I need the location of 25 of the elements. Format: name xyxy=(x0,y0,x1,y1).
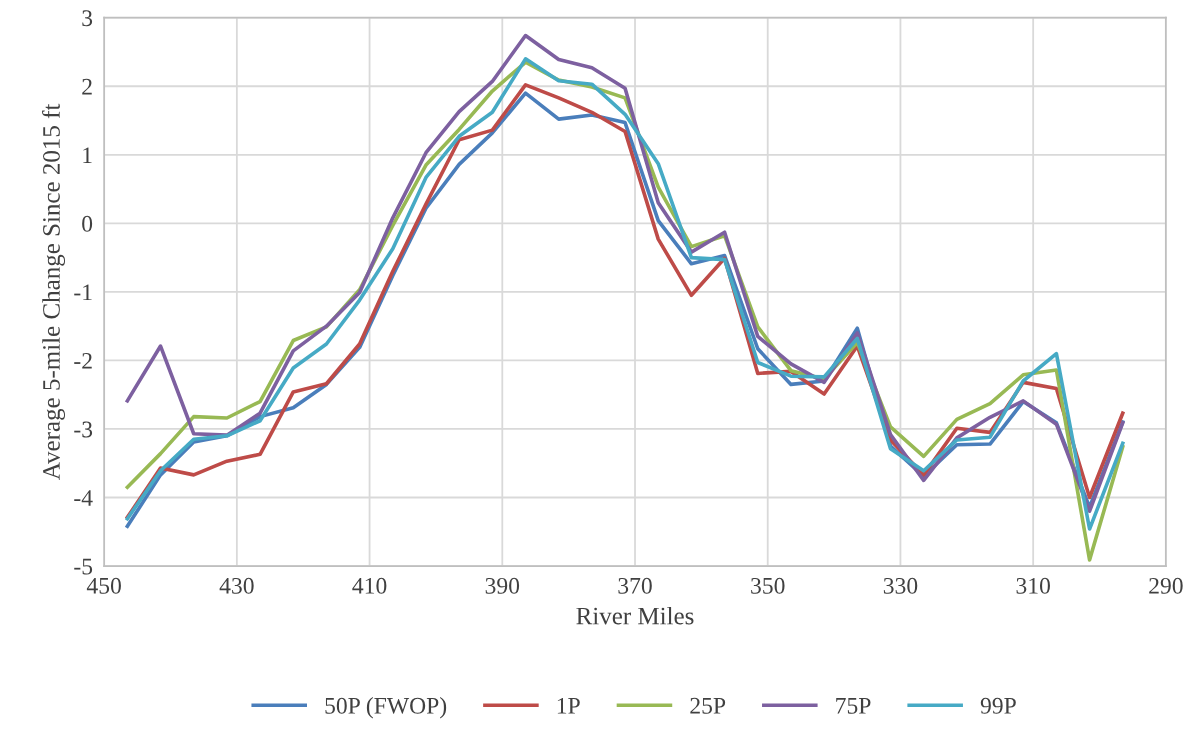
legend-label: 50P (FWOP) xyxy=(325,697,447,719)
y-tick-label: -1 xyxy=(74,284,92,301)
x-axis-title: River Miles xyxy=(576,606,694,625)
x-tick-label: 310 xyxy=(1016,577,1050,594)
x-tick-label: 390 xyxy=(485,577,520,594)
y-tick-label: -4 xyxy=(74,490,93,506)
y-axis-title: Average 5-mile Change Since 2015 ft xyxy=(42,103,66,480)
y-tick-label: 1 xyxy=(83,147,92,163)
x-tick-label: 450 xyxy=(86,577,121,594)
y-tick-label: -2 xyxy=(74,352,92,369)
y-tick-label: -5 xyxy=(74,558,93,575)
y-tick-label: 2 xyxy=(82,78,92,95)
legend-label: 1P xyxy=(557,697,580,714)
x-tick-label: 410 xyxy=(352,577,387,594)
x-tick-label: 330 xyxy=(883,577,918,594)
legend-label: 75P xyxy=(836,698,871,714)
legend-label: 25P xyxy=(690,697,726,714)
y-tick-label: 3 xyxy=(82,10,93,27)
y-tick-label: -3 xyxy=(74,421,93,438)
legend-label: 99P xyxy=(980,697,1016,714)
x-tick-label: 350 xyxy=(751,577,785,594)
y-tick-label: 0 xyxy=(82,215,93,232)
x-tick-label: 290 xyxy=(1149,577,1183,594)
x-tick-label: 370 xyxy=(618,577,652,594)
x-tick-label: 430 xyxy=(219,577,254,594)
